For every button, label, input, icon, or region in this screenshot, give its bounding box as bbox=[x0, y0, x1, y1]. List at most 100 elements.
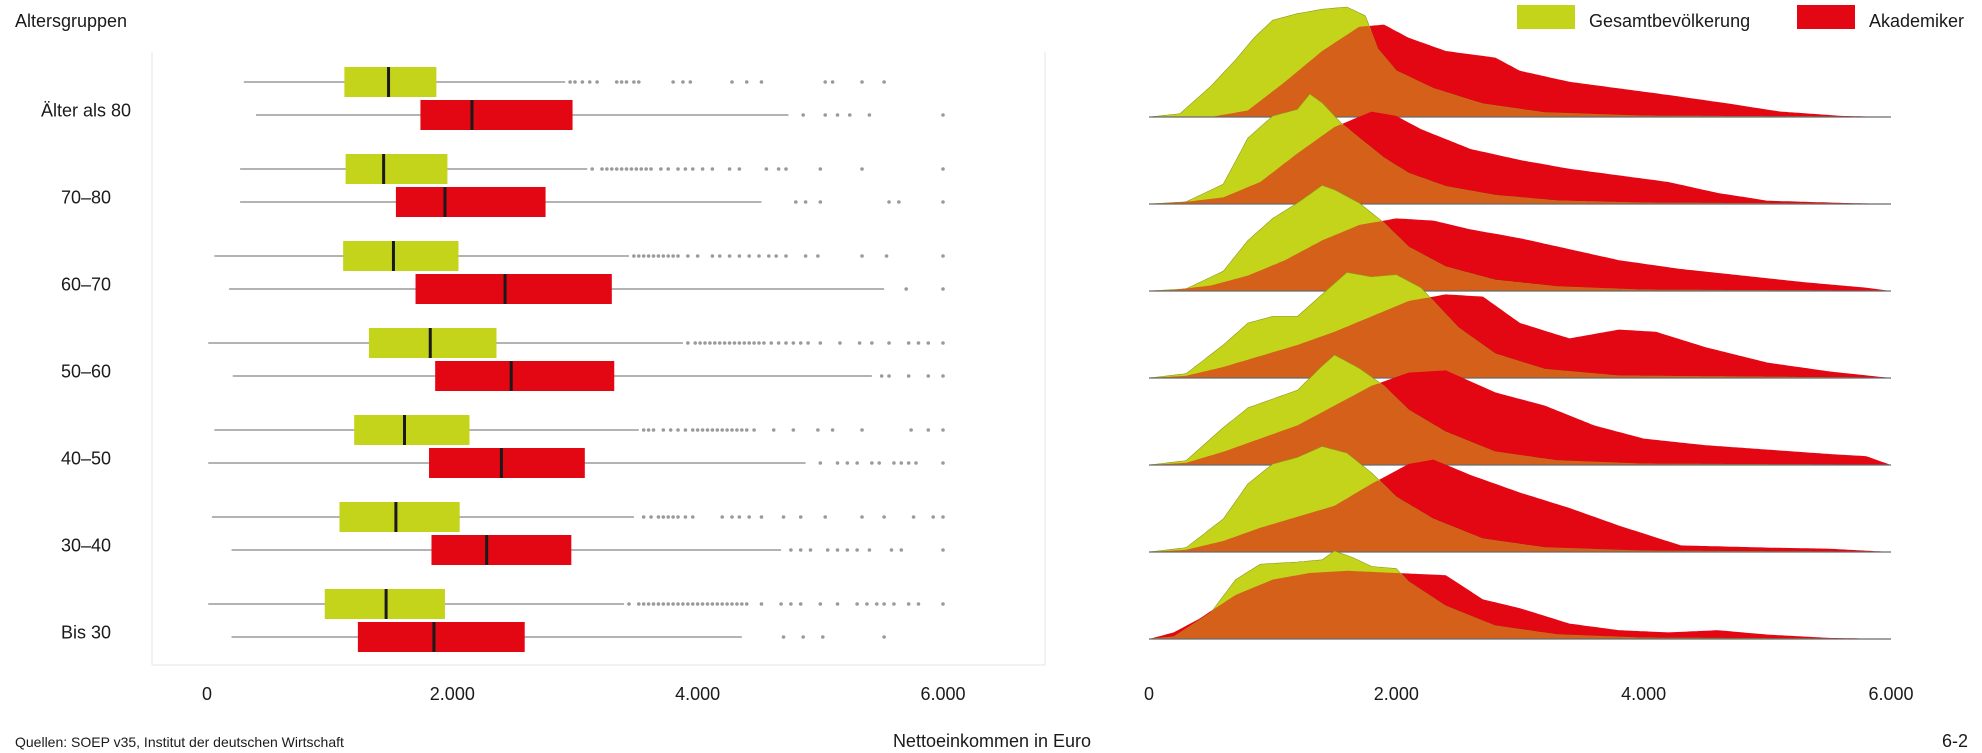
boxplot-gesamt-3-outlier bbox=[776, 341, 781, 345]
boxplot-akademiker-0-outlier bbox=[847, 113, 852, 117]
boxplot-gesamt-2-outlier bbox=[816, 254, 820, 258]
boxplot-gesamt-4-outlier bbox=[661, 428, 666, 432]
boxplot-gesamt-6-outlier bbox=[941, 602, 945, 606]
boxplot-gesamt-6-outlier bbox=[651, 602, 656, 606]
boxplot-gesamt-4-outlier bbox=[715, 428, 720, 432]
figure-number: 6-2 bbox=[1942, 731, 1968, 751]
boxplot-akademiker-6-outlier bbox=[801, 635, 805, 639]
boxplot-gesamt-5-outlier bbox=[941, 515, 945, 519]
boxplot-gesamt-1-outlier bbox=[941, 167, 945, 171]
boxplot-akademiker-0-outlier bbox=[867, 113, 872, 117]
boxplot-gesamt-4-outlier bbox=[730, 428, 734, 432]
boxplot-gesamt-2-box bbox=[343, 241, 459, 271]
boxplot-gesamt-4-outlier bbox=[752, 428, 756, 432]
boxplot-gesamt-2-outlier bbox=[661, 254, 666, 258]
boxplot-akademiker-5-outlier bbox=[855, 548, 859, 552]
boxplot-akademiker-1-outlier bbox=[941, 200, 945, 204]
boxplot-akademiker-3-outlier bbox=[887, 374, 891, 378]
boxplot-gesamt-6-outlier bbox=[656, 602, 661, 606]
ridge-5 bbox=[1148, 446, 1891, 553]
boxplot-gesamt-1-outlier bbox=[659, 167, 663, 171]
boxplot-gesamt-4-outlier bbox=[725, 428, 729, 432]
boxplot-gesamt-5-outlier bbox=[737, 515, 742, 519]
source-note: Quellen: SOEP v35, Institut der deutsche… bbox=[15, 734, 344, 750]
boxplot-gesamt-6-outlier bbox=[874, 602, 879, 606]
boxplot-gesamt-5-outlier bbox=[882, 515, 886, 519]
boxplot-akademiker-3-outlier bbox=[941, 374, 945, 378]
boxplot-gesamt-2-outlier bbox=[941, 254, 945, 258]
boxplot-gesamt-3-outlier bbox=[818, 341, 823, 345]
boxplot-gesamt-4-outlier bbox=[941, 428, 945, 432]
boxplot-gesamt-4-outlier bbox=[771, 428, 776, 432]
boxplot-gesamt-6-outlier bbox=[661, 602, 666, 606]
boxplot-gesamt-1-outlier bbox=[727, 167, 732, 171]
boxplot-gesamt-0-outlier bbox=[671, 80, 675, 84]
boxplot-gesamt-3-outlier bbox=[762, 341, 766, 345]
boxplot-akademiker-5-box bbox=[431, 535, 572, 565]
boxplot-akademiker-1 bbox=[240, 187, 945, 217]
boxplot-gesamt-6-outlier bbox=[855, 602, 859, 606]
boxplot-gesamt-5-outlier bbox=[656, 515, 661, 519]
boxplot-gesamt-3-outlier bbox=[703, 341, 707, 345]
boxplot-akademiker-0 bbox=[256, 100, 945, 130]
boxplot-gesamt-1 bbox=[240, 154, 945, 184]
boxplot-gesamt-3-outlier bbox=[926, 341, 931, 345]
boxplot-akademiker-2 bbox=[229, 274, 945, 304]
boxplot-gesamt-3-outlier bbox=[698, 341, 702, 345]
boxplot-gesamt-0-outlier bbox=[730, 80, 734, 84]
boxplot-gesamt-2-outlier bbox=[671, 254, 675, 258]
boxplot-gesamt-0-outlier bbox=[759, 80, 764, 84]
boxplot-akademiker-3-outlier bbox=[906, 374, 911, 378]
ridge-overlap-2 bbox=[1149, 221, 1891, 291]
boxplot-gesamt-5-box bbox=[339, 502, 460, 532]
legend: Gesamtbevölkerung Akademiker bbox=[1517, 5, 1964, 31]
boxplot-gesamt-5-outlier bbox=[661, 515, 666, 519]
boxplot-akademiker-5-outlier bbox=[845, 548, 850, 552]
boxplot-gesamt-1-outlier bbox=[590, 167, 594, 171]
boxplot-gesamt-2-outlier bbox=[884, 254, 889, 258]
boxplot-akademiker-3 bbox=[232, 361, 945, 391]
boxplot-akademiker-6-outlier bbox=[781, 635, 786, 639]
boxplot-gesamt-1-box bbox=[345, 154, 448, 184]
boxplot-gesamt-5-outlier bbox=[860, 515, 864, 519]
boxplot-gesamt-4-outlier bbox=[860, 428, 864, 432]
boxplot-gesamt-6-outlier bbox=[882, 602, 886, 606]
boxplot-gesamt-5-outlier bbox=[641, 515, 646, 519]
boxplot-gesamt-6-outlier bbox=[705, 602, 710, 606]
boxplot-akademiker-0-outlier bbox=[823, 113, 828, 117]
boxplot-gesamt-3-outlier bbox=[717, 341, 722, 345]
ridge-2 bbox=[1148, 185, 1891, 292]
boxplot-gesamt-1-outlier bbox=[764, 167, 769, 171]
boxplot-gesamt-6-outlier bbox=[730, 602, 734, 606]
x-ticks-right: 0 2.000 4.000 6.000 bbox=[1144, 684, 1914, 704]
boxplot-gesamt-2-outlier bbox=[747, 254, 751, 258]
boxplot-gesamt-1-outlier bbox=[776, 167, 781, 171]
boxplot-akademiker-3-outlier bbox=[879, 374, 884, 378]
boxplot-akademiker-4-outlier bbox=[845, 461, 850, 465]
ridge-0 bbox=[1148, 6, 1891, 118]
boxplot-gesamt-5-outlier bbox=[730, 515, 734, 519]
boxplot-gesamt-3-box bbox=[368, 328, 497, 358]
row-label-1: 70–80 bbox=[61, 188, 111, 208]
ridge-overlap-4 bbox=[1149, 383, 1891, 465]
boxplot-gesamt-5-outlier bbox=[720, 515, 724, 519]
boxplot-akademiker-4-outlier bbox=[914, 461, 918, 465]
boxplot-gesamt-2-outlier bbox=[757, 254, 761, 258]
boxplot-gesamt-6-outlier bbox=[700, 602, 705, 606]
boxplot-gesamt-4-outlier bbox=[683, 428, 688, 432]
boxplot-gesamt-1-outlier bbox=[784, 167, 788, 171]
boxplot-gesamt-6-outlier bbox=[906, 602, 911, 606]
boxplot-gesamt-1-outlier bbox=[683, 167, 688, 171]
boxplot-gesamt-1-outlier bbox=[666, 167, 671, 171]
boxplot-gesamt-4-outlier bbox=[909, 428, 913, 432]
row-labels: Älter als 80 70–80 60–70 50–60 40–50 30–40 Bis… bbox=[41, 101, 131, 643]
boxplot-gesamt-2-outlier bbox=[774, 254, 778, 258]
boxplot-akademiker-3-box bbox=[435, 361, 615, 391]
boxplot-gesamt-5-outlier bbox=[931, 515, 935, 519]
boxplot-akademiker-6 bbox=[231, 622, 886, 652]
boxplot-gesamt-6-outlier bbox=[725, 602, 729, 606]
boxplot-gesamt-4-outlier bbox=[791, 428, 796, 432]
boxplot-gesamt-1-outlier bbox=[614, 167, 619, 171]
boxplot-akademiker-4-outlier bbox=[835, 461, 840, 465]
boxplot-gesamt-5-outlier bbox=[666, 515, 671, 519]
